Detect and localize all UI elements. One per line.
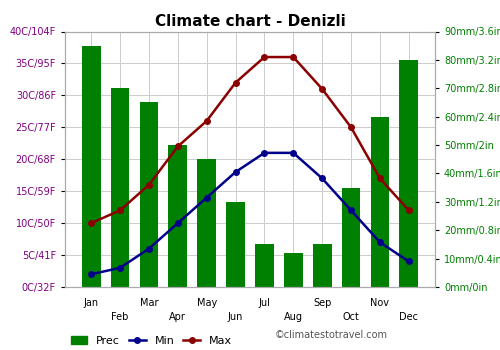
Bar xyxy=(198,159,216,287)
Bar xyxy=(110,88,130,287)
Bar xyxy=(140,103,158,287)
Bar xyxy=(255,244,274,287)
Bar xyxy=(168,145,187,287)
Text: Oct: Oct xyxy=(342,312,359,322)
Bar xyxy=(313,244,332,287)
Bar xyxy=(226,202,245,287)
Text: Apr: Apr xyxy=(170,312,186,322)
Legend: Prec, Min, Max: Prec, Min, Max xyxy=(70,336,232,346)
Text: May: May xyxy=(196,298,217,308)
Text: ©climatestotravel.com: ©climatestotravel.com xyxy=(275,329,388,340)
Title: Climate chart - Denizli: Climate chart - Denizli xyxy=(154,14,346,29)
Bar xyxy=(400,60,418,287)
Bar xyxy=(284,253,302,287)
Text: Sep: Sep xyxy=(313,298,332,308)
Bar xyxy=(82,46,100,287)
Text: Nov: Nov xyxy=(370,298,390,308)
Text: Aug: Aug xyxy=(284,312,303,322)
Text: Jun: Jun xyxy=(228,312,244,322)
Text: Jul: Jul xyxy=(258,298,270,308)
Text: Mar: Mar xyxy=(140,298,158,308)
Bar xyxy=(342,188,360,287)
Text: Jan: Jan xyxy=(84,298,99,308)
Bar xyxy=(370,117,390,287)
Text: Feb: Feb xyxy=(112,312,129,322)
Text: Dec: Dec xyxy=(400,312,418,322)
